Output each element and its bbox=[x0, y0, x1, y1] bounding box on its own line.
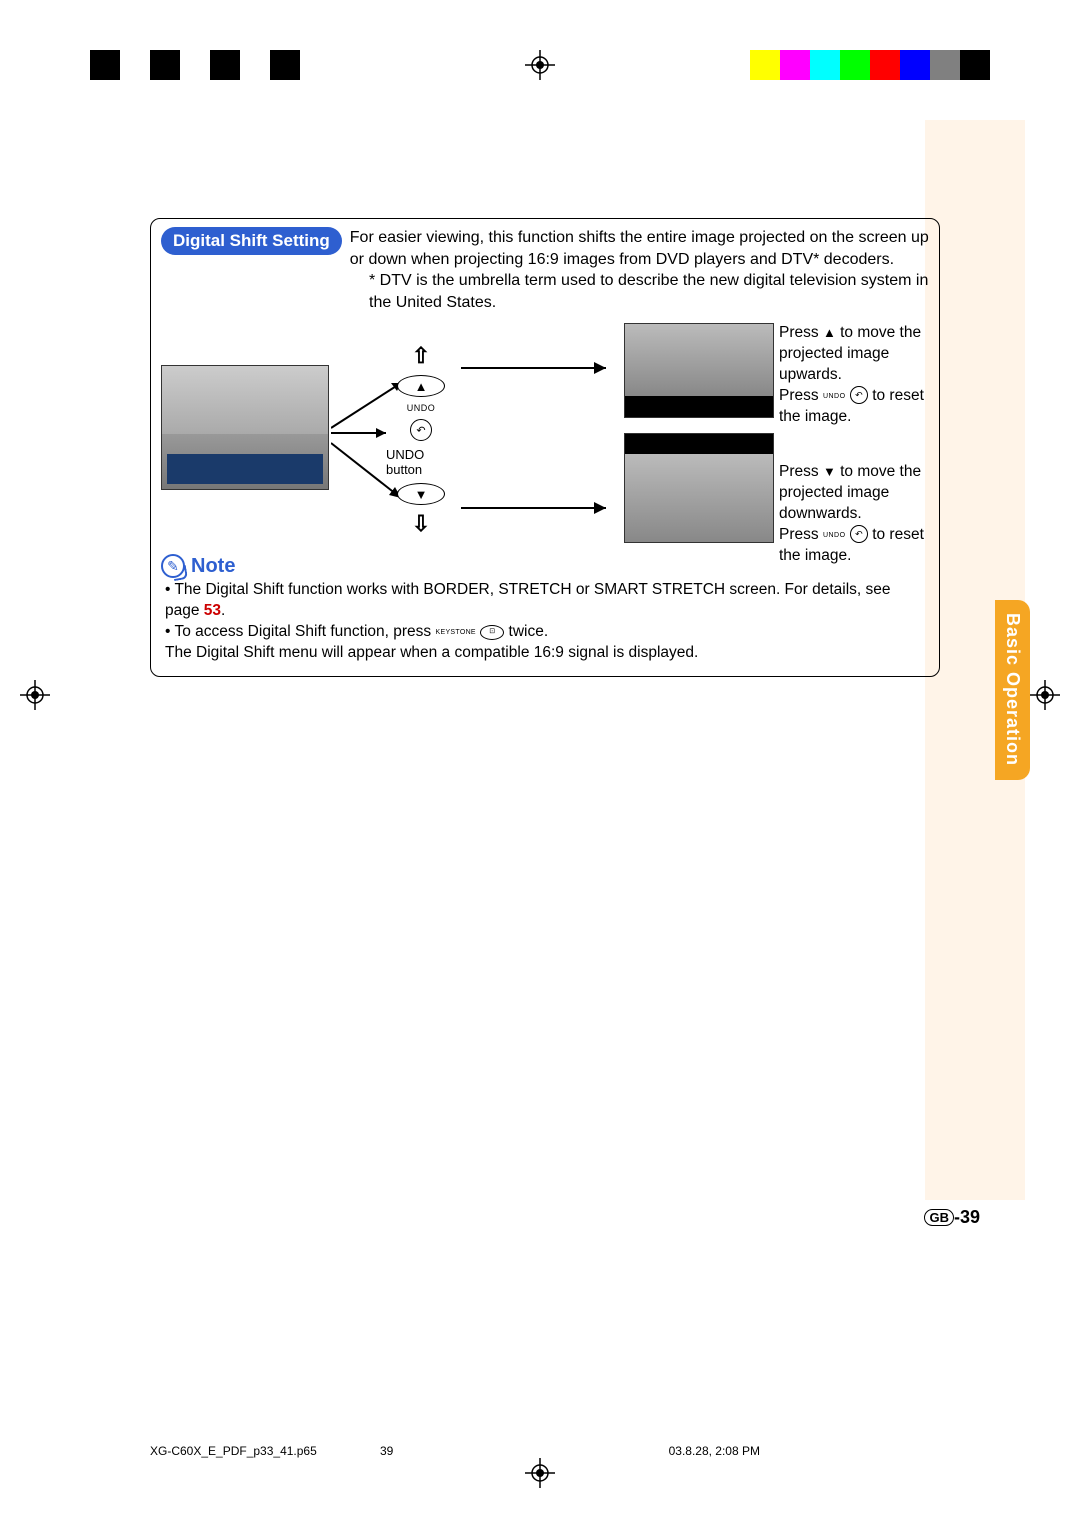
down-arrow-icon: ⇩ bbox=[412, 511, 430, 537]
footer-file: XG-C60X_E_PDF_p33_41.p65 bbox=[150, 1444, 317, 1458]
footer: XG-C60X_E_PDF_p33_41.p65 39 03.8.28, 2:0… bbox=[150, 1444, 980, 1458]
section-tab: Basic Operation bbox=[995, 600, 1030, 780]
undo-icon-inline: ↶ bbox=[850, 386, 868, 404]
up-button-icon: ▲ bbox=[397, 375, 445, 397]
page-ref: 53 bbox=[204, 602, 221, 619]
intro-text: For easier viewing, this function shifts… bbox=[350, 227, 929, 270]
up-tri-icon: ▲ bbox=[823, 325, 836, 340]
diagram: ⇧ ▲ UNDO ↶ UNDO button ▼ ⇩ Press ▲ to mo… bbox=[161, 323, 929, 548]
controls-column: ⇧ ▲ UNDO ↶ UNDO button ▼ ⇩ bbox=[386, 343, 456, 543]
reg-mark-left bbox=[20, 680, 50, 710]
reg-mark-right bbox=[1030, 680, 1060, 710]
undo-label-small: UNDO bbox=[407, 403, 436, 413]
footer-page: 39 bbox=[380, 1444, 393, 1458]
note-icon: ✎ bbox=[161, 554, 185, 578]
keystone-icon: ⊡ bbox=[480, 625, 504, 640]
arrow-down-to-thumb bbox=[461, 498, 621, 518]
color-bars bbox=[90, 50, 1080, 80]
feature-pill: Digital Shift Setting bbox=[161, 227, 342, 255]
page-number: GB-39 bbox=[924, 1207, 980, 1228]
thumbnail-source bbox=[161, 365, 329, 490]
section-tab-label: Basic Operation bbox=[1002, 613, 1023, 766]
undo-button-icon: ↶ bbox=[410, 419, 432, 441]
content-box: Digital Shift Setting For easier viewing… bbox=[150, 218, 940, 677]
down-button-icon: ▼ bbox=[397, 483, 445, 505]
down-tri-icon: ▼ bbox=[823, 464, 836, 479]
footer-date: 03.8.28, 2:08 PM bbox=[669, 1444, 760, 1458]
note-bullets: • The Digital Shift function works with … bbox=[161, 580, 929, 664]
thumbnail-shift-up bbox=[624, 323, 774, 418]
right-instructions: Press ▲ to move the projected image upwa… bbox=[779, 323, 934, 566]
note-label: Note bbox=[191, 555, 235, 578]
dtv-note: * DTV is the umbrella term used to descr… bbox=[369, 270, 929, 313]
arrow-up-to-thumb bbox=[461, 358, 621, 378]
undo-button-label: UNDO button bbox=[386, 447, 456, 477]
up-arrow-icon: ⇧ bbox=[412, 343, 430, 369]
reg-mark-bottom bbox=[525, 1458, 555, 1488]
undo-icon-inline2: ↶ bbox=[850, 525, 868, 543]
thumbnail-shift-down bbox=[624, 433, 774, 543]
